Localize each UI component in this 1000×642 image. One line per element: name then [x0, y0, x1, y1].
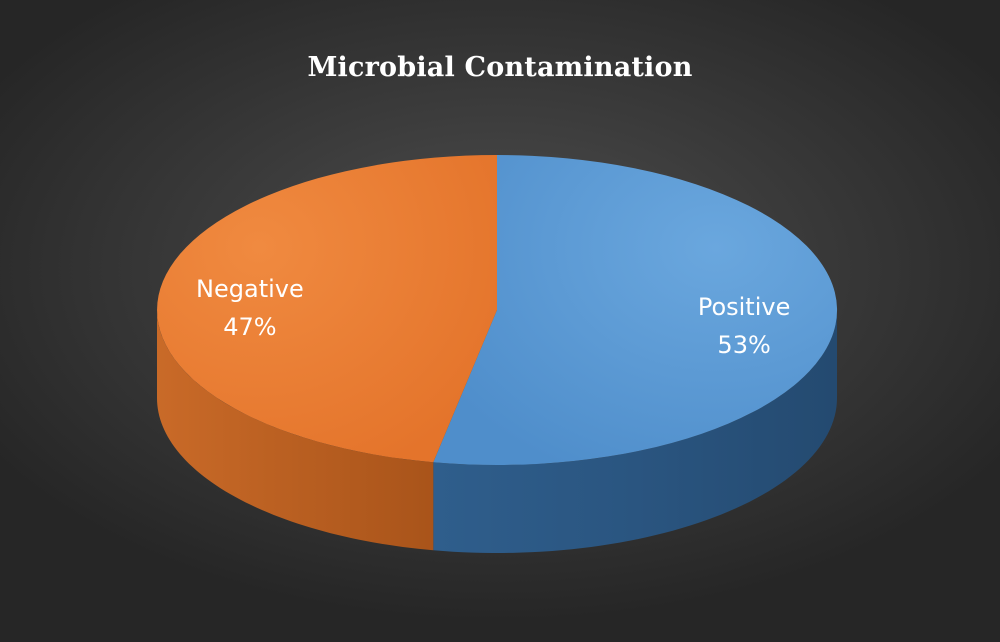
- pie-side-negative: [157, 310, 434, 551]
- slice-label-positive: Positive: [698, 293, 791, 321]
- pie-slice-positive: [433, 154, 838, 465]
- pie-side-positive: [433, 310, 837, 553]
- chart-title: Microbial Contamination: [307, 52, 693, 83]
- slice-label-negative: Negative: [196, 275, 304, 303]
- pie-slice-negative: [157, 155, 497, 463]
- slice-value-positive: 53%: [717, 331, 770, 359]
- slice-value-negative: 47%: [223, 313, 276, 341]
